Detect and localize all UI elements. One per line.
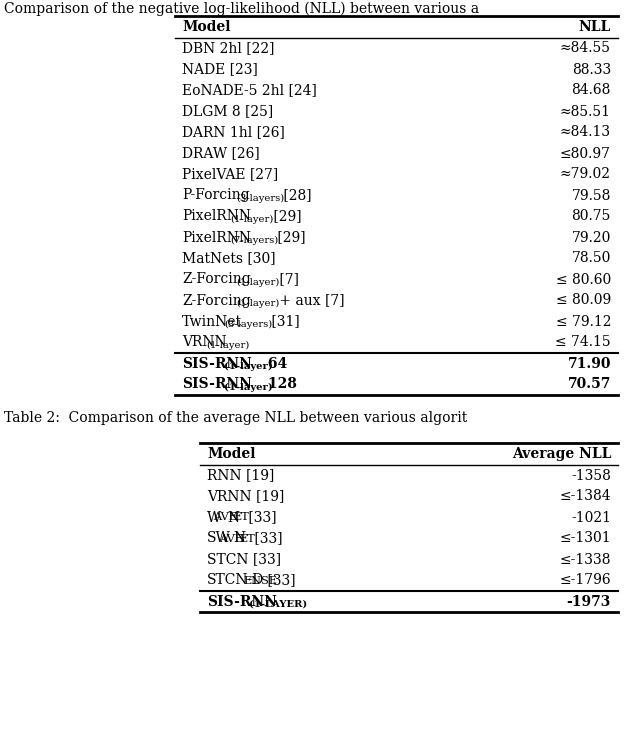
Text: -1973: -1973 bbox=[566, 594, 611, 608]
Text: AVE: AVE bbox=[219, 534, 243, 544]
Text: ≈85.51: ≈85.51 bbox=[560, 105, 611, 118]
Text: (1-layer): (1-layer) bbox=[224, 362, 273, 371]
Text: [33]: [33] bbox=[244, 510, 276, 525]
Text: 78.50: 78.50 bbox=[572, 251, 611, 265]
Text: PixelRNN: PixelRNN bbox=[182, 210, 251, 224]
Text: Comparison of the negative log-likelihood (NLL) between various a: Comparison of the negative log-likelihoo… bbox=[4, 2, 479, 16]
Text: PixelRNN: PixelRNN bbox=[182, 230, 251, 244]
Text: ≤ 79.12: ≤ 79.12 bbox=[556, 314, 611, 328]
Text: (3-layers): (3-layers) bbox=[224, 319, 272, 329]
Text: -1358: -1358 bbox=[571, 469, 611, 482]
Text: NLL: NLL bbox=[579, 20, 611, 34]
Text: 128: 128 bbox=[263, 377, 297, 392]
Text: AVE: AVE bbox=[213, 512, 237, 523]
Text: ≈79.02: ≈79.02 bbox=[560, 167, 611, 181]
Text: DARN 1hl [26]: DARN 1hl [26] bbox=[182, 126, 285, 140]
Text: 79.20: 79.20 bbox=[572, 230, 611, 244]
Text: SIS-RNN: SIS-RNN bbox=[182, 377, 252, 392]
Text: ≤ 80.60: ≤ 80.60 bbox=[556, 273, 611, 287]
Text: VRNN [19]: VRNN [19] bbox=[207, 490, 284, 504]
Text: NADE [23]: NADE [23] bbox=[182, 62, 258, 77]
Text: TwinNet: TwinNet bbox=[182, 314, 242, 328]
Text: ≤-1384: ≤-1384 bbox=[559, 490, 611, 504]
Text: ≈84.55: ≈84.55 bbox=[560, 42, 611, 56]
Text: ≈84.13: ≈84.13 bbox=[560, 126, 611, 140]
Text: RNN [19]: RNN [19] bbox=[207, 469, 275, 482]
Text: 79.58: 79.58 bbox=[572, 189, 611, 202]
Text: N: N bbox=[228, 510, 240, 525]
Text: N: N bbox=[234, 531, 246, 545]
Text: 80.75: 80.75 bbox=[572, 210, 611, 224]
Text: Model: Model bbox=[207, 447, 255, 461]
Text: [7]: [7] bbox=[275, 273, 299, 287]
Text: EoNADE-5 2hl [24]: EoNADE-5 2hl [24] bbox=[182, 83, 317, 97]
Text: ET: ET bbox=[240, 534, 255, 544]
Text: 71.90: 71.90 bbox=[568, 357, 611, 371]
Text: ≤80.97: ≤80.97 bbox=[560, 146, 611, 161]
Text: (3-layers): (3-layers) bbox=[236, 194, 284, 203]
Text: (1-layer): (1-layer) bbox=[236, 278, 280, 287]
Text: Table 2:  Comparison of the average NLL between various algorit: Table 2: Comparison of the average NLL b… bbox=[4, 411, 467, 425]
Text: ≤-1338: ≤-1338 bbox=[559, 553, 611, 567]
Text: (7-layers): (7-layers) bbox=[230, 235, 278, 245]
Text: DRAW [26]: DRAW [26] bbox=[182, 146, 260, 161]
Text: P-Forcing: P-Forcing bbox=[182, 189, 250, 202]
Text: (1-LAYER): (1-LAYER) bbox=[249, 600, 307, 609]
Text: ≤ 80.09: ≤ 80.09 bbox=[556, 294, 611, 308]
Text: DLGM 8 [25]: DLGM 8 [25] bbox=[182, 105, 273, 118]
Text: ≤-1796: ≤-1796 bbox=[559, 574, 611, 588]
Text: -1021: -1021 bbox=[571, 510, 611, 525]
Text: STCN-D: STCN-D bbox=[207, 574, 264, 588]
Text: MatNets [30]: MatNets [30] bbox=[182, 251, 276, 265]
Text: [29]: [29] bbox=[269, 210, 301, 224]
Text: 64: 64 bbox=[263, 357, 287, 371]
Text: 88.33: 88.33 bbox=[572, 62, 611, 77]
Text: ≤ 74.15: ≤ 74.15 bbox=[556, 336, 611, 349]
Text: (1-layer): (1-layer) bbox=[224, 383, 273, 392]
Text: Z-Forcing: Z-Forcing bbox=[182, 294, 251, 308]
Text: SIS-RNN: SIS-RNN bbox=[182, 357, 252, 371]
Text: [33]: [33] bbox=[262, 574, 295, 588]
Text: Z-Forcing: Z-Forcing bbox=[182, 273, 251, 287]
Text: (1-layer): (1-layer) bbox=[230, 215, 273, 224]
Text: (1-layer): (1-layer) bbox=[236, 299, 280, 308]
Text: Average NLL: Average NLL bbox=[511, 447, 611, 461]
Text: W: W bbox=[207, 510, 221, 525]
Text: [31]: [31] bbox=[268, 314, 300, 328]
Text: DBN 2hl [22]: DBN 2hl [22] bbox=[182, 42, 275, 56]
Text: [29]: [29] bbox=[273, 230, 306, 244]
Text: ENSE: ENSE bbox=[243, 575, 277, 586]
Text: [28]: [28] bbox=[279, 189, 312, 202]
Text: VRNN: VRNN bbox=[182, 336, 227, 349]
Text: + aux [7]: + aux [7] bbox=[275, 294, 344, 308]
Text: ET: ET bbox=[234, 512, 250, 523]
Text: (1-layer): (1-layer) bbox=[206, 341, 250, 350]
Text: 70.57: 70.57 bbox=[568, 377, 611, 392]
Text: STCN [33]: STCN [33] bbox=[207, 553, 281, 567]
Text: ≤-1301: ≤-1301 bbox=[559, 531, 611, 545]
Text: [33]: [33] bbox=[250, 531, 282, 545]
Text: PixelVAE [27]: PixelVAE [27] bbox=[182, 167, 278, 181]
Text: Model: Model bbox=[182, 20, 230, 34]
Text: SW: SW bbox=[207, 531, 231, 545]
Text: SIS-RNN: SIS-RNN bbox=[207, 594, 277, 608]
Text: 84.68: 84.68 bbox=[572, 83, 611, 97]
